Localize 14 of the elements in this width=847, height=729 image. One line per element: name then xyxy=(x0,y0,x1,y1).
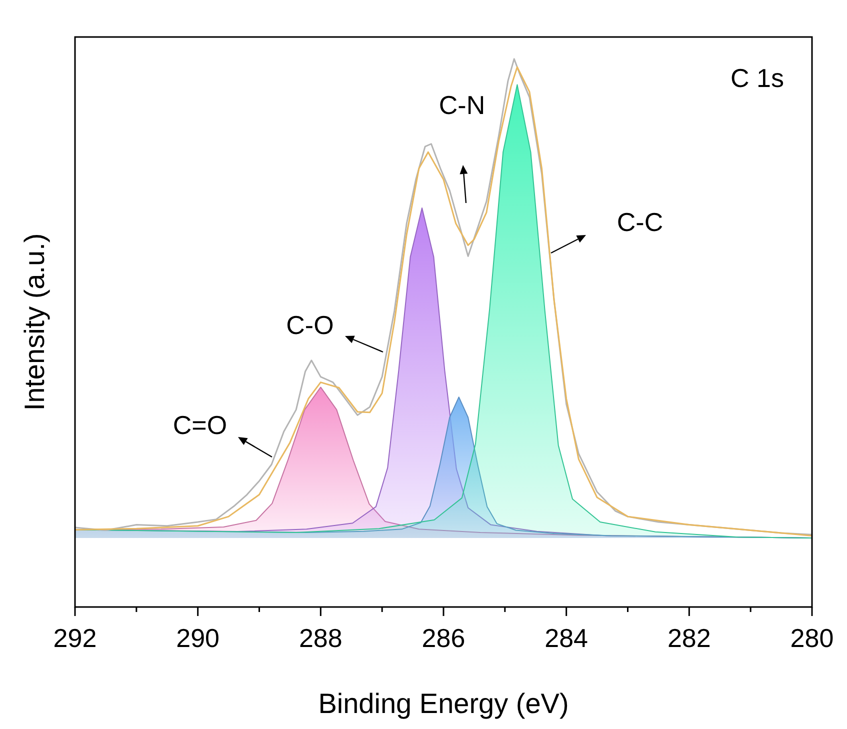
x-tick-label: 282 xyxy=(667,623,711,653)
x-tick-label: 280 xyxy=(790,623,834,653)
x-axis-title: Binding Energy (eV) xyxy=(318,688,569,719)
annotation: C-N xyxy=(438,90,486,120)
x-tick-label: 288 xyxy=(298,623,342,653)
annotation: C=O xyxy=(172,410,228,440)
annotation: C-O xyxy=(286,310,334,340)
x-tick-label: 292 xyxy=(53,623,97,653)
annotation: C-C xyxy=(616,207,664,237)
x-tick-label: 286 xyxy=(422,623,466,653)
x-tick-label: 290 xyxy=(176,623,220,653)
x-tick-label: 284 xyxy=(544,623,588,653)
y-axis-title: Intensity (a.u.) xyxy=(19,233,50,411)
annotation: C 1s xyxy=(730,63,784,93)
